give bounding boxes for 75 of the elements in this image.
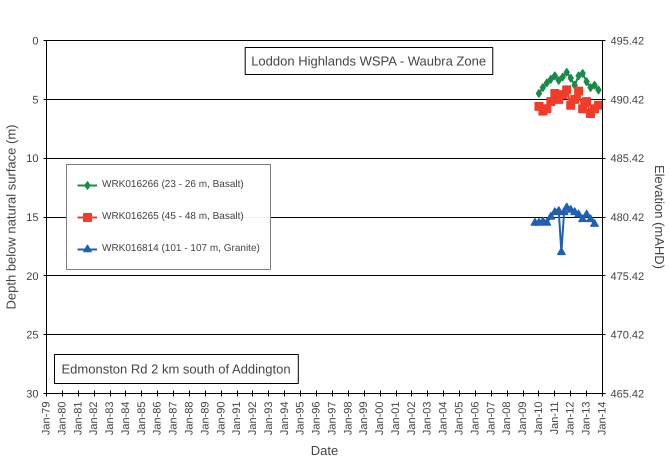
x-tick-label: Jan-06 xyxy=(469,401,482,436)
point xyxy=(591,80,598,90)
x-tick-label: Jan-80 xyxy=(56,401,68,436)
y-tick-label: 25 xyxy=(26,330,39,342)
y2-tick-label: 480.42 xyxy=(610,212,644,224)
x-tick-label: Jan-88 xyxy=(183,401,196,436)
text: Loddon Highlands WSPA - Waubra Zone xyxy=(251,54,486,69)
x-tick-label: Jan-95 xyxy=(294,401,307,436)
x-tick-label: Jan-97 xyxy=(326,401,338,436)
x-tick-label: Jan-86 xyxy=(152,401,164,436)
x-tick-label: Jan-93 xyxy=(262,401,275,436)
x-tick-label: Jan-87 xyxy=(168,401,180,436)
point xyxy=(582,97,592,106)
point xyxy=(556,247,566,256)
x-tick-label: Jan-99 xyxy=(358,401,370,436)
x-axis-title: Date xyxy=(310,443,338,458)
x-tick-label: Jan-03 xyxy=(422,401,434,436)
point xyxy=(575,71,582,80)
legend-label: WRK016814 (101 - 107 m, Granite) xyxy=(102,243,260,254)
x-tick-label: Jan-07 xyxy=(485,401,498,436)
x-tick-label: Jan-13 xyxy=(580,401,593,436)
y2-tick-label: 475.42 xyxy=(610,270,644,283)
point xyxy=(583,77,590,86)
y2-tick-label: 470.42 xyxy=(610,330,644,342)
x-tick-label: Jan-08 xyxy=(501,401,514,436)
point xyxy=(570,94,580,104)
x-tick-label: Jan-10 xyxy=(532,401,545,436)
y2-tick-label: 495.42 xyxy=(610,36,644,48)
x-tick-label: Jan-81 xyxy=(72,401,84,436)
legend-label: WRK016265 (45 - 48 m, Basalt) xyxy=(102,211,244,222)
point xyxy=(574,86,584,96)
legend-label: WRK016266 (23 - 26 m, Basalt) xyxy=(102,179,244,190)
x-tick-label: Jan-91 xyxy=(231,401,244,436)
x-tick-label: Jan-82 xyxy=(88,401,100,436)
x-tick-label: Jan-90 xyxy=(215,401,228,436)
y2-tick-label: 465.42 xyxy=(610,388,644,400)
y2-axis-title: Elevation (mAHD) xyxy=(652,164,668,270)
x-tick-label: Jan-05 xyxy=(454,401,466,436)
y-tick-label: 30 xyxy=(26,388,39,400)
x-tick-label: Jan-83 xyxy=(104,401,116,436)
x-tick-label: Jan-14 xyxy=(596,401,608,436)
point xyxy=(590,218,599,227)
point xyxy=(594,100,602,110)
x-tick-label: Jan-79 xyxy=(40,401,52,436)
x-tick-label: Jan-12 xyxy=(564,401,577,436)
point xyxy=(536,88,542,98)
x-tick-label: Jan-85 xyxy=(136,401,148,436)
y-tick-label: 0 xyxy=(32,36,39,48)
point xyxy=(579,68,586,78)
y-tick-label: 5 xyxy=(32,94,39,106)
point xyxy=(546,212,556,220)
point xyxy=(542,218,552,226)
y-axis-title: Depth below natural surface (m) xyxy=(3,124,18,310)
x-tick-label: Jan-84 xyxy=(120,401,132,436)
x-tick-label: Jan-92 xyxy=(247,401,259,436)
y-tick-label: 10 xyxy=(26,153,39,166)
y2-tick-label: 490.42 xyxy=(610,94,644,106)
x-tick-label: Jan-04 xyxy=(438,401,450,436)
x-tick-label: Jan-98 xyxy=(342,401,354,436)
x-tick-label: Jan-96 xyxy=(310,401,323,436)
point xyxy=(540,83,546,92)
x-tick-label: Jan-01 xyxy=(390,401,402,436)
x-tick-label: Jan-09 xyxy=(517,401,530,436)
y2-tick-label: 485.42 xyxy=(610,153,644,166)
x-tick-label: Jan-00 xyxy=(374,401,386,436)
annotation: Edmonston Rd 2 km south of Addington xyxy=(62,362,291,376)
x-tick-label: Jan-02 xyxy=(406,401,418,436)
point xyxy=(595,85,602,94)
point xyxy=(562,85,572,94)
x-tick-label: Jan-11 xyxy=(548,401,561,434)
x-tick-label: Jan-94 xyxy=(278,401,291,436)
point xyxy=(587,83,594,92)
x-tick-label: Jan-89 xyxy=(199,401,212,436)
y-tick-label: 15 xyxy=(26,212,39,224)
y-tick-label: 20 xyxy=(26,270,39,283)
